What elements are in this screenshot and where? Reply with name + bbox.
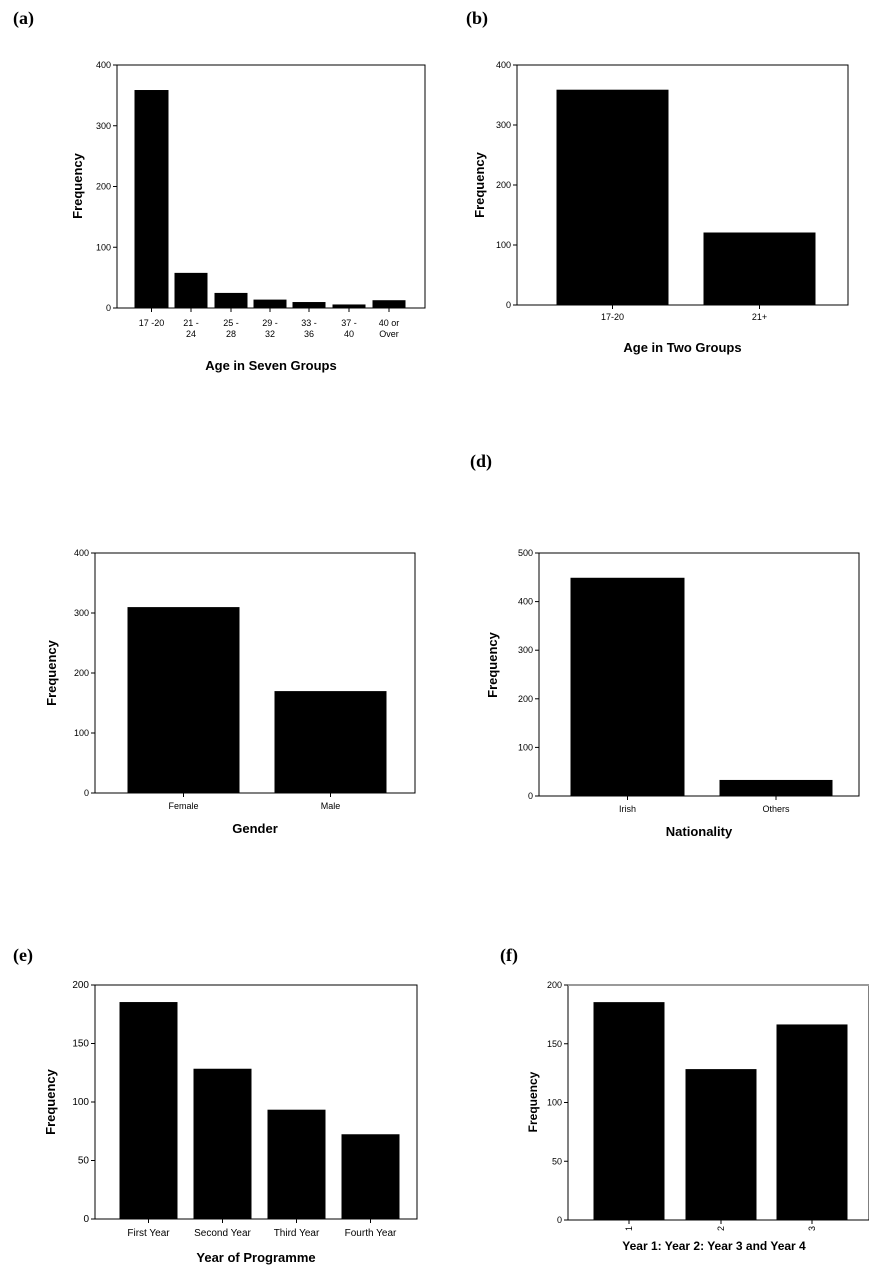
y-tick-label: 300 [496, 120, 511, 130]
x-tick-label: 40 or Over [379, 318, 400, 339]
y-tick-label: 200 [518, 694, 533, 704]
x-tick-label: Irish [619, 804, 636, 814]
bar [372, 300, 406, 309]
bar [253, 299, 287, 309]
y-axis-title: Frequency [70, 152, 85, 219]
y-tick-label: 100 [96, 242, 111, 252]
y-tick-label: 0 [506, 300, 511, 310]
bar [174, 272, 208, 309]
chart-panel: (e) 0 50 100 150 200 First Year Second Year Thir… [13, 945, 418, 1265]
panel-label: (f) [500, 945, 518, 966]
y-tick-label: 0 [528, 791, 533, 801]
x-tick-label: 21 -24 [183, 318, 199, 339]
panel-label: (e) [13, 945, 33, 966]
x-tick-label: 17-20 [601, 312, 624, 322]
y-tick-label: 200 [547, 980, 562, 990]
y-tick-label: 100 [72, 1097, 89, 1108]
bar [719, 779, 833, 797]
x-axis-title: Year 1: Year 2: Year 3 and Year 4 [622, 1239, 806, 1253]
y-axis-title: Frequency [44, 639, 59, 706]
y-axis-title: Frequency [526, 1071, 540, 1132]
y-tick-label: 100 [518, 742, 533, 752]
bar [685, 1069, 757, 1221]
y-tick-label: 0 [84, 788, 89, 798]
y-axis-title: Frequency [43, 1068, 58, 1135]
y-tick-label: 400 [96, 60, 111, 70]
y-tick-label: 100 [496, 240, 511, 250]
plot-frame [538, 552, 860, 797]
bar [556, 89, 669, 306]
bar [267, 1109, 326, 1220]
x-tick-label: 1 [624, 1226, 634, 1231]
panel-label: (d) [470, 451, 492, 472]
x-tick-label: Others [762, 804, 790, 814]
y-tick-label: 400 [74, 548, 89, 558]
bar [776, 1024, 848, 1221]
y-axis-title: Frequency [472, 151, 487, 218]
x-tick-label: Female [168, 801, 198, 811]
bar [127, 607, 240, 794]
y-tick-label: 200 [72, 980, 89, 991]
x-axis-title: Year of Programme [196, 1250, 315, 1265]
y-tick-label: 300 [96, 121, 111, 131]
y-tick-label: 150 [547, 1039, 562, 1049]
x-tick-label: Fourth Year [345, 1228, 397, 1239]
chart-panel: (a) 0 100 200 300 400 17 -20 21 -24 25 -28 29 -32… [13, 8, 426, 373]
x-axis-title: Age in Seven Groups [205, 358, 336, 373]
chart-panel: 0 100 200 300 400 Female Male Gender Frequency [44, 548, 416, 836]
x-tick-label: 25 -28 [223, 318, 239, 339]
bar [214, 292, 248, 309]
bar [341, 1134, 400, 1220]
y-tick-label: 300 [518, 645, 533, 655]
y-tick-label: 0 [557, 1215, 562, 1225]
bar [134, 90, 169, 309]
chart-panel: (f) 0 50 100 150 200 1 2 3 Year 1: Year 2: Year 3… [500, 945, 869, 1253]
chart-panel: (d) 0 100 200 300 400 500 Irish Others Nationalit… [470, 451, 860, 839]
x-tick-label: Male [321, 801, 341, 811]
x-tick-label: 2 [716, 1226, 726, 1231]
y-tick-label: 200 [96, 182, 111, 192]
chart-panel: (b) 0 100 200 300 400 17-20 21+ Age in Two Group… [466, 8, 849, 355]
x-axis-title: Gender [232, 821, 278, 836]
bar [292, 302, 326, 309]
bar [193, 1068, 252, 1220]
x-tick-label: Second Year [194, 1228, 251, 1239]
x-tick-label: 3 [807, 1226, 817, 1231]
y-tick-label: 400 [496, 60, 511, 70]
y-tick-label: 300 [74, 608, 89, 618]
y-tick-label: 50 [78, 1156, 90, 1167]
x-tick-label: 21+ [752, 312, 767, 322]
y-tick-label: 500 [518, 548, 533, 558]
x-tick-label: 33 -36 [301, 318, 317, 339]
y-tick-label: 0 [83, 1214, 89, 1225]
y-tick-label: 200 [74, 668, 89, 678]
x-tick-label: 29 -32 [262, 318, 278, 339]
y-tick-label: 150 [72, 1039, 89, 1050]
bar [593, 1002, 665, 1221]
x-tick-label: 37 -40 [341, 318, 357, 339]
x-tick-label: 17 -20 [139, 318, 165, 328]
y-tick-label: 400 [518, 597, 533, 607]
y-tick-label: 200 [496, 180, 511, 190]
y-tick-label: 100 [74, 728, 89, 738]
bar [570, 577, 685, 797]
panel-label: (b) [466, 8, 488, 29]
x-tick-label: Third Year [274, 1228, 320, 1239]
x-tick-label: First Year [127, 1228, 170, 1239]
y-tick-label: 0 [106, 303, 111, 313]
panel-label: (a) [13, 8, 34, 29]
y-tick-label: 100 [547, 1098, 562, 1108]
bar [332, 304, 366, 309]
bar [703, 232, 816, 306]
bar [274, 691, 387, 794]
bar [119, 1002, 178, 1220]
y-tick-label: 50 [552, 1156, 562, 1166]
y-axis-title: Frequency [485, 631, 500, 698]
x-axis-title: Age in Two Groups [623, 340, 741, 355]
x-axis-title: Nationality [666, 824, 733, 839]
